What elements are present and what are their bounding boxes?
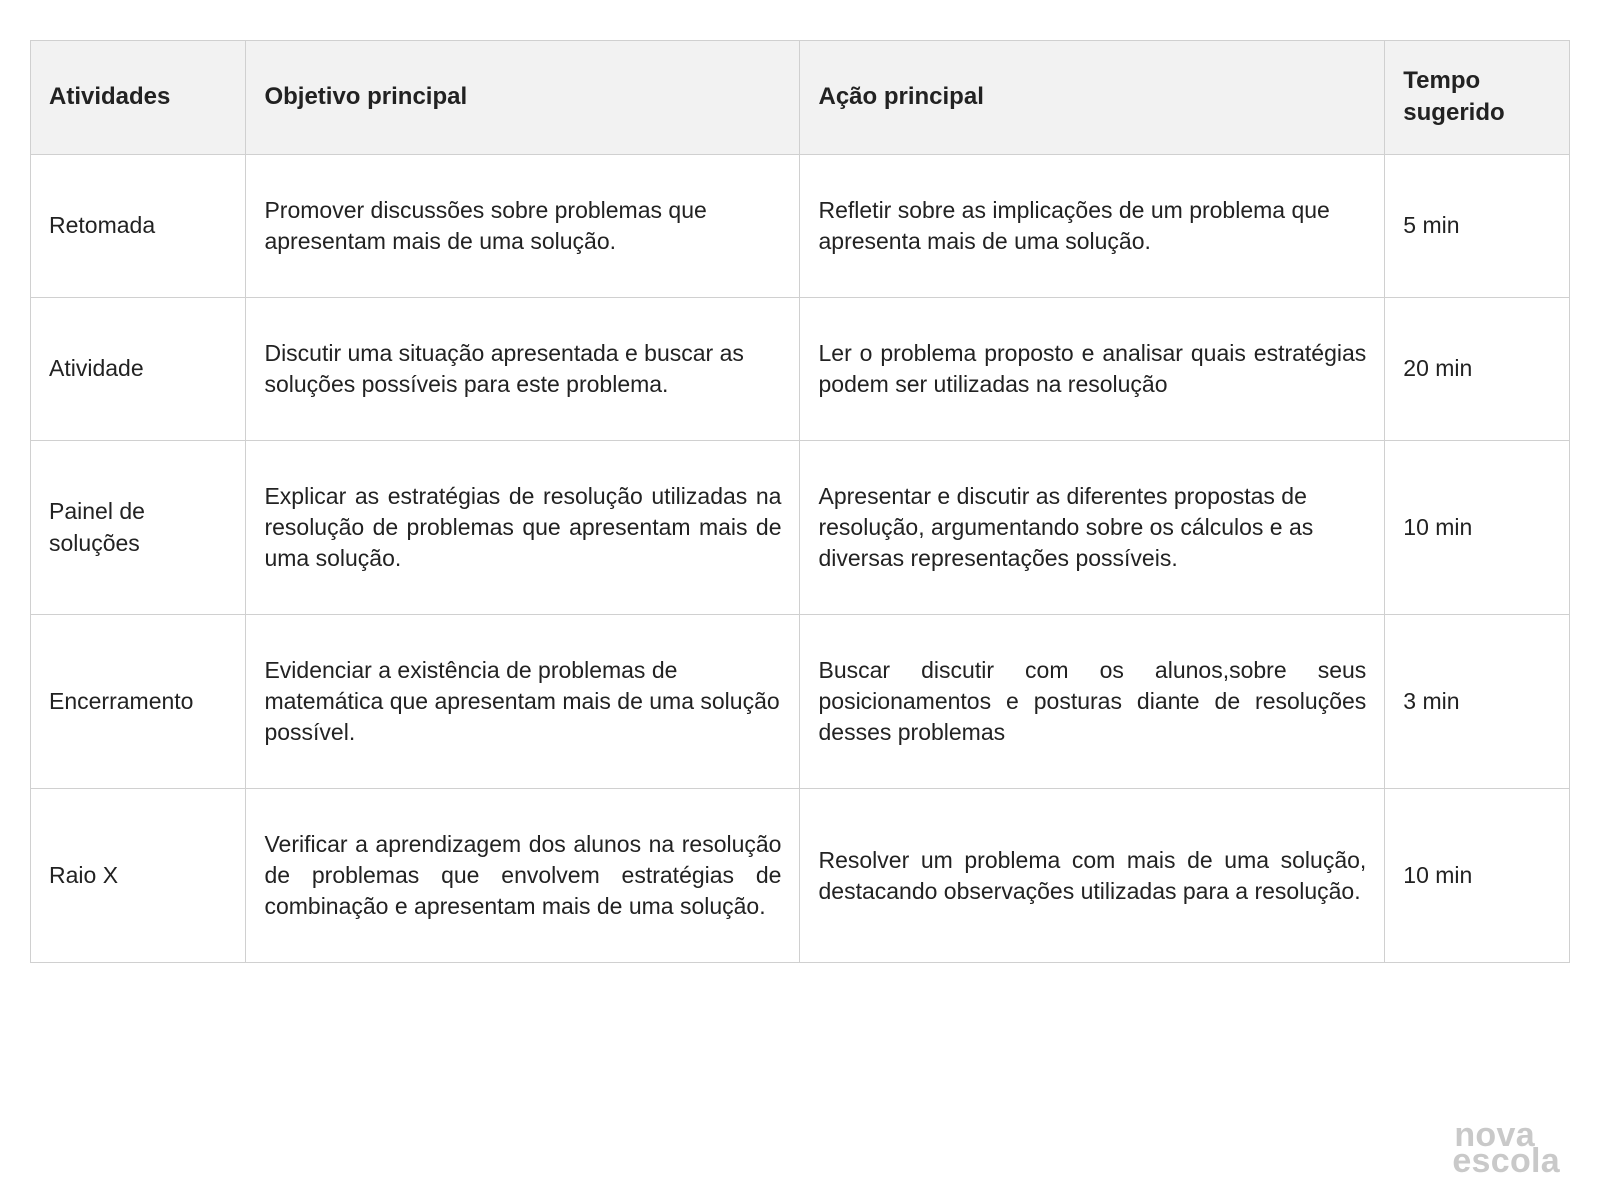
cell-objective: Evidenciar a existência de problemas de … (246, 615, 800, 789)
table-header-row: Atividades Objetivo principal Ação princ… (31, 41, 1570, 155)
cell-activity: Retomada (31, 154, 246, 297)
cell-action: Ler o problema proposto e analisar quais… (800, 297, 1385, 440)
cell-action: Refletir sobre as implicações de um prob… (800, 154, 1385, 297)
cell-time: 10 min (1385, 440, 1570, 614)
cell-activity: Atividade (31, 297, 246, 440)
cell-objective: Discutir uma situação apresentada e busc… (246, 297, 800, 440)
cell-activity: Painel de soluções (31, 440, 246, 614)
cell-time: 3 min (1385, 615, 1570, 789)
lesson-plan-table: Atividades Objetivo principal Ação princ… (30, 40, 1570, 963)
header-activities: Atividades (31, 41, 246, 155)
cell-time: 20 min (1385, 297, 1570, 440)
cell-objective: Promover discussões sobre problemas que … (246, 154, 800, 297)
table-body: RetomadaPromover discussões sobre proble… (31, 154, 1570, 963)
table-row: EncerramentoEvidenciar a existência de p… (31, 615, 1570, 789)
logo-line2: escola (1452, 1147, 1560, 1176)
cell-activity: Encerramento (31, 615, 246, 789)
header-time: Tempo sugerido (1385, 41, 1570, 155)
cell-time: 5 min (1385, 154, 1570, 297)
header-action: Ação principal (800, 41, 1385, 155)
table-row: Painel de soluçõesExplicar as estratégia… (31, 440, 1570, 614)
cell-action: Resolver um problema com mais de uma sol… (800, 789, 1385, 963)
cell-time: 10 min (1385, 789, 1570, 963)
table-row: RetomadaPromover discussões sobre proble… (31, 154, 1570, 297)
table-row: Raio XVerificar a aprendizagem dos aluno… (31, 789, 1570, 963)
cell-objective: Verificar a aprendizagem dos alunos na r… (246, 789, 800, 963)
table-row: AtividadeDiscutir uma situação apresenta… (31, 297, 1570, 440)
cell-action: Buscar discutir com os alunos,sobre seus… (800, 615, 1385, 789)
cell-activity: Raio X (31, 789, 246, 963)
nova-escola-logo: nova escola (1452, 1121, 1560, 1176)
cell-objective: Explicar as estratégias de resolução uti… (246, 440, 800, 614)
header-objective: Objetivo principal (246, 41, 800, 155)
cell-action: Apresentar e discutir as diferentes prop… (800, 440, 1385, 614)
